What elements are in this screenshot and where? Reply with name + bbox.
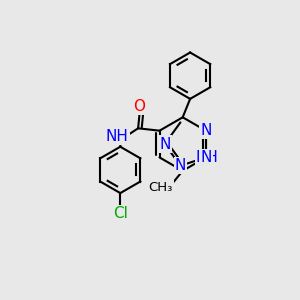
Text: Cl: Cl bbox=[113, 206, 128, 221]
Text: CH₃: CH₃ bbox=[148, 181, 172, 194]
Text: NH: NH bbox=[196, 150, 219, 165]
Text: N: N bbox=[200, 123, 212, 138]
Text: N: N bbox=[200, 150, 212, 165]
Text: N: N bbox=[175, 158, 186, 173]
Text: N: N bbox=[159, 136, 170, 152]
Text: NH: NH bbox=[106, 128, 129, 143]
Text: O: O bbox=[134, 99, 146, 114]
